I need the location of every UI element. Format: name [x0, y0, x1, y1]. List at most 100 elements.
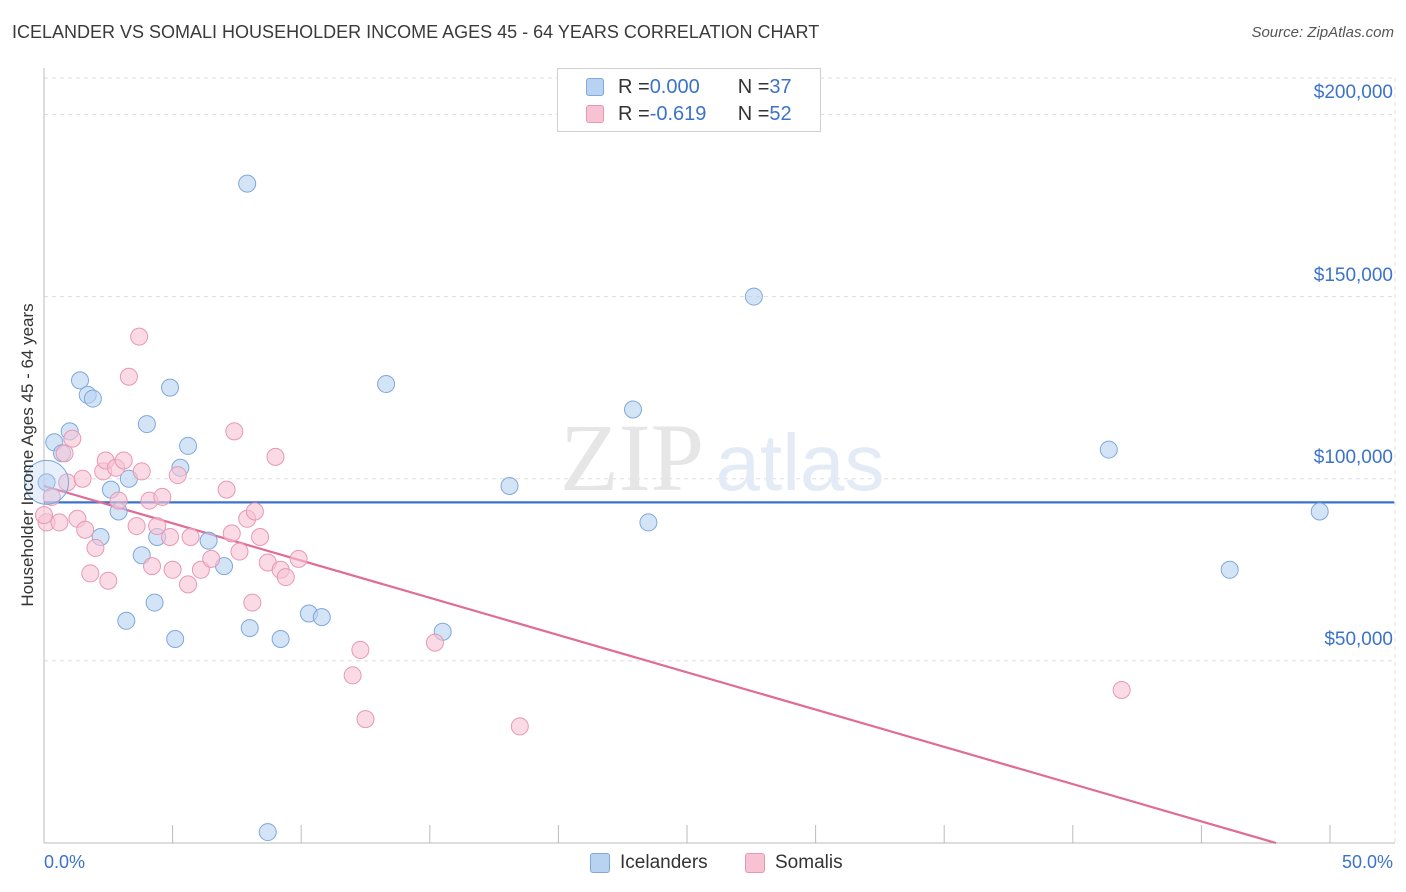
legend-r-label: R =	[618, 102, 650, 125]
somali-point	[42, 487, 61, 506]
somali-point	[225, 422, 244, 441]
legend-r-value: -0.619	[649, 102, 707, 125]
icelander-point	[132, 546, 151, 565]
somali-point	[243, 593, 262, 612]
icelander-point	[623, 400, 642, 419]
icelander-point	[145, 593, 164, 612]
icelander-point	[199, 531, 218, 550]
icelander-point	[258, 823, 277, 842]
somali-point	[245, 502, 264, 521]
icelander-point	[271, 630, 290, 648]
legend-row-icelanders: R = 0.000 N = 37	[558, 74, 792, 100]
somali-point	[35, 506, 53, 525]
icelander-point	[166, 630, 185, 648]
somali-point	[251, 528, 270, 546]
icelander-point	[161, 378, 180, 397]
somali-point	[179, 575, 198, 594]
somali-point	[50, 513, 69, 532]
x-tick-label-min: 0.0%	[44, 852, 86, 872]
correlation-legend: R = 0.000 N = 37 R = -0.619 N = 52	[557, 68, 821, 132]
somali-trend-line	[43, 484, 1277, 845]
somali-point	[343, 666, 362, 685]
source-credit: Source: ZipAtlas.com	[1251, 24, 1394, 41]
somali-point	[161, 528, 180, 546]
somali-point	[130, 327, 149, 346]
somali-point	[73, 469, 92, 488]
icelander-point	[240, 619, 259, 638]
y-tick-label: $200,000	[1313, 82, 1393, 104]
somali-point	[153, 487, 172, 506]
somali-point	[55, 444, 74, 463]
legend-swatch-blue	[586, 78, 604, 96]
x-tick-label-max: 50.0%	[1341, 852, 1393, 872]
data-points	[24, 174, 1329, 842]
series-label-icelanders: Icelanders	[620, 852, 708, 873]
y-tick-label: $150,000	[1313, 264, 1393, 286]
axes	[43, 68, 1395, 844]
somali-point	[63, 429, 82, 448]
series-swatch-blue	[590, 853, 610, 873]
series-legend: Icelanders Somalis	[0, 852, 1406, 876]
somali-point	[143, 557, 162, 576]
icelander-point	[117, 611, 136, 630]
legend-r-value: 0.000	[649, 75, 700, 98]
somali-point	[76, 520, 95, 539]
watermark-atlas: atlas	[716, 418, 885, 507]
icelander-point	[1099, 440, 1118, 459]
icelander-point	[1310, 502, 1329, 521]
somali-point	[351, 640, 370, 659]
icelander-point	[83, 389, 102, 408]
icelander-point	[377, 375, 396, 393]
icelander-point	[179, 436, 198, 455]
somali-point	[181, 528, 200, 546]
icelander-point	[500, 477, 519, 495]
somali-point	[163, 560, 182, 579]
icelander-point	[312, 608, 331, 627]
legend-n-label: N =	[737, 102, 770, 125]
somali-point	[114, 451, 133, 470]
watermark: ZIP atlas	[560, 404, 884, 511]
legend-r-label: R =	[618, 75, 650, 98]
legend-row-somalis: R = -0.619 N = 52	[558, 101, 792, 127]
series-label-somalis: Somalis	[775, 852, 843, 873]
somali-point	[276, 568, 295, 587]
somali-point	[132, 462, 151, 481]
somali-point	[148, 517, 167, 536]
icelander-point	[137, 415, 156, 434]
y-tick-label: $50,000	[1324, 628, 1393, 650]
series-swatch-pink	[745, 853, 765, 873]
somali-point	[222, 524, 241, 543]
legend-n-value: 52	[769, 102, 792, 125]
somali-point	[1112, 681, 1131, 699]
series-legend-icelanders[interactable]: Icelanders	[590, 852, 708, 874]
somali-point	[99, 571, 118, 590]
icelander-cluster-point	[24, 459, 70, 505]
somali-point	[119, 367, 138, 386]
somali-point	[289, 549, 308, 568]
icelander-point	[71, 371, 90, 390]
somali-point	[86, 538, 105, 557]
legend-n-value: 37	[769, 75, 792, 98]
watermark-zip: ZIP	[560, 404, 704, 511]
legend-swatch-pink	[586, 105, 604, 123]
icelander-point	[238, 174, 257, 193]
icelander-point	[639, 513, 658, 532]
somali-point	[356, 710, 375, 729]
somali-point	[217, 480, 236, 499]
icelander-point	[1220, 560, 1239, 579]
somali-point	[425, 633, 444, 652]
y-axis-label: Householder Income Ages 45 - 64 years	[18, 303, 37, 607]
legend-n-label: N =	[737, 75, 770, 98]
somali-point	[202, 549, 221, 568]
somali-point	[127, 517, 146, 536]
somali-point	[168, 466, 187, 485]
icelander-point	[744, 287, 763, 306]
somali-point	[266, 447, 285, 466]
somali-point	[81, 564, 100, 583]
somali-point	[109, 491, 128, 510]
somali-point	[230, 542, 249, 561]
series-legend-somalis[interactable]: Somalis	[745, 852, 843, 874]
trend-lines	[43, 484, 1395, 845]
chart-title: ICELANDER VS SOMALI HOUSEHOLDER INCOME A…	[12, 22, 820, 42]
